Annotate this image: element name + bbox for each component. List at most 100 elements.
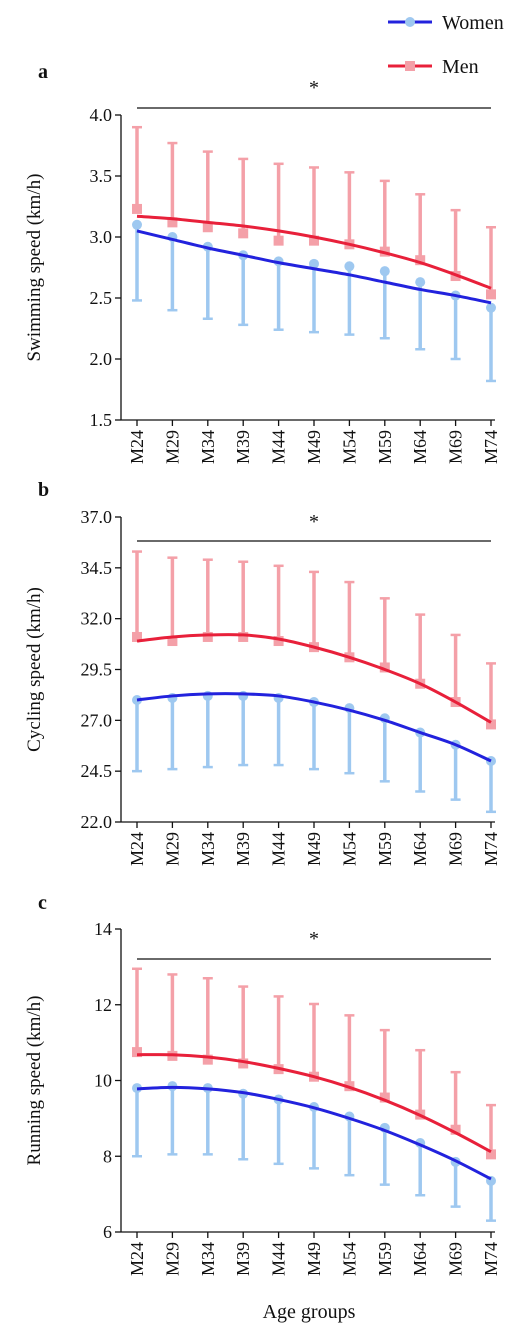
panel-letter: b: [38, 479, 49, 501]
x-tick-label: M49: [304, 832, 324, 866]
point-men: [202, 631, 213, 642]
point-women: [132, 219, 142, 230]
y-tick-label: 3.0: [90, 227, 113, 247]
legend-men-marker: [405, 61, 415, 71]
x-tick-label: M59: [375, 1242, 395, 1276]
point-men: [486, 1149, 496, 1160]
legend-women-marker: [405, 17, 415, 27]
point-men: [202, 222, 213, 233]
x-tick-label: M49: [304, 1242, 324, 1276]
significance-marker: *: [309, 928, 319, 950]
point-women: [344, 261, 355, 272]
x-tick-label: M59: [375, 832, 395, 866]
point-men: [450, 1124, 461, 1135]
y-tick-label: 2.0: [90, 349, 113, 369]
x-tick-label: M74: [481, 832, 501, 866]
x-tick-label: M59: [375, 430, 395, 464]
x-tick-label: M54: [339, 832, 359, 866]
y-tick-label: 29.5: [81, 660, 113, 680]
y-tick-label: 32.0: [81, 609, 113, 629]
y-tick-label: 1.5: [90, 410, 113, 430]
x-tick-label: M39: [233, 832, 253, 866]
point-men: [132, 203, 142, 214]
trend-line-women: [136, 1085, 492, 1181]
x-axis-title: Age groups: [263, 1301, 356, 1323]
x-tick-label: M34: [198, 430, 218, 464]
point-men: [238, 631, 249, 642]
panel-c: c 6 8 10 12 14 Running speed (km/h) M24 M29 M34 M3…: [24, 892, 501, 1276]
x-tick-label: M54: [339, 430, 359, 464]
point-men: [309, 235, 319, 246]
series-men: [132, 967, 496, 1160]
x-tick-label: M34: [198, 1242, 218, 1276]
point-men: [238, 1058, 249, 1069]
trend-line-men: [136, 1053, 492, 1154]
y-tick-label: 4.0: [90, 105, 113, 125]
x-tick-label: M64: [410, 832, 430, 866]
y-axis-label: Cycling speed (km/h): [24, 587, 45, 752]
x-tick-label: M54: [339, 1242, 359, 1276]
x-tick-label: M74: [481, 1242, 501, 1276]
y-tick-label: 6: [103, 1222, 112, 1242]
y-tick-label: 2.5: [90, 288, 113, 308]
point-men: [273, 636, 284, 647]
point-women: [379, 266, 390, 277]
y-tick-label: 22.0: [81, 812, 113, 832]
y-tick-label: 24.5: [81, 761, 113, 781]
y-tick-label: 3.5: [90, 166, 113, 186]
legend-women-label: Women: [442, 12, 504, 34]
x-tick-label: M39: [233, 1242, 253, 1276]
legend-women: Women: [388, 12, 504, 34]
series-women: [132, 219, 496, 383]
point-men: [379, 1092, 390, 1103]
point-men: [132, 631, 142, 642]
point-men: [273, 235, 284, 246]
x-tick-label: M24: [127, 1242, 147, 1276]
point-men: [238, 228, 249, 239]
x-tick-label: M29: [162, 832, 182, 866]
y-tick-label: 12: [94, 995, 112, 1015]
point-men: [132, 1047, 142, 1058]
x-tick-label: M69: [446, 832, 466, 866]
y-tick-label: 34.5: [81, 558, 113, 578]
x-tick-label: M44: [269, 832, 289, 866]
y-tick-label: 8: [103, 1146, 112, 1166]
x-tick-label: M74: [481, 430, 501, 464]
point-men: [486, 289, 496, 300]
legend: Women Men: [388, 12, 504, 78]
panel-letter: c: [38, 892, 47, 914]
series-men: [132, 550, 496, 730]
x-tick-label: M24: [127, 832, 147, 866]
x-tick-label: M69: [446, 430, 466, 464]
x-tick-label: M49: [304, 430, 324, 464]
legend-men-label: Men: [442, 56, 479, 78]
x-tick-label: M44: [269, 430, 289, 464]
panel-a: a 1.5 2.0 2.5 3.0 3.5 4.0 Swimming speed (km/h)…: [24, 61, 501, 464]
y-axis-label: Swimming speed (km/h): [24, 174, 45, 362]
x-tick-label: M39: [233, 430, 253, 464]
x-tick-label: M29: [162, 1242, 182, 1276]
panel-letter: a: [38, 61, 48, 83]
series-men: [132, 125, 496, 300]
point-women: [486, 302, 496, 313]
point-women: [415, 277, 426, 288]
y-tick-label: 27.0: [81, 710, 113, 730]
x-tick-label: M29: [162, 430, 182, 464]
point-men: [486, 719, 496, 730]
trend-line-men: [136, 214, 492, 290]
panel-b: b 22.0 24.5 27.0 29.5 32.0 34.5 37.0 Cycling spe…: [24, 479, 501, 866]
y-tick-label: 14: [94, 919, 112, 939]
trend-line-men: [136, 633, 492, 724]
point-men: [415, 255, 426, 266]
legend-men: Men: [388, 56, 479, 78]
significance-marker: *: [309, 511, 319, 533]
significance-marker: *: [309, 77, 319, 99]
series-women: [132, 1081, 496, 1222]
y-tick-label: 10: [94, 1071, 112, 1091]
point-men: [167, 636, 178, 647]
series-women: [132, 690, 496, 814]
point-men: [167, 217, 178, 228]
x-tick-label: M69: [446, 1242, 466, 1276]
x-tick-label: M64: [410, 1242, 430, 1276]
